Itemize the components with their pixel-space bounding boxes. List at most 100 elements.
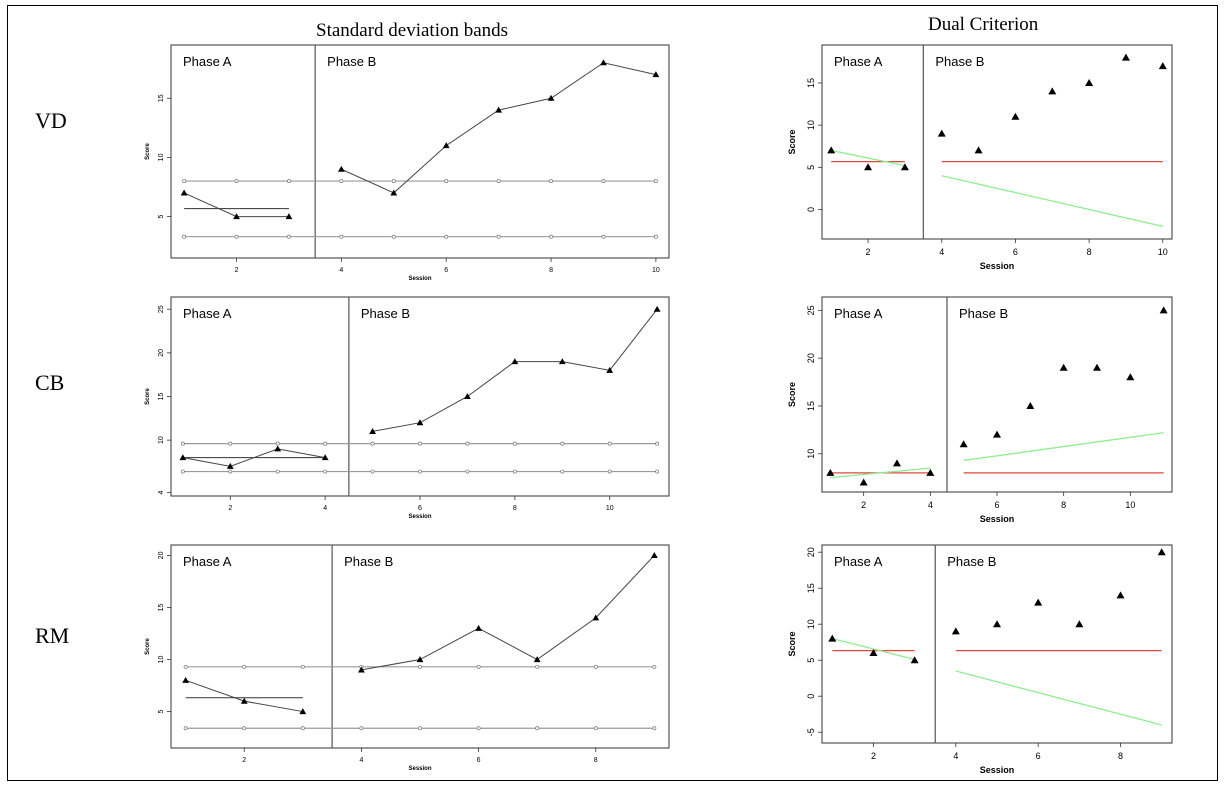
y-tick-label: 15 — [806, 78, 816, 88]
data-point — [828, 634, 837, 642]
data-point — [859, 478, 868, 486]
y-tick-label: 15 — [158, 603, 165, 611]
plot-frame — [821, 44, 1173, 240]
x-tick-label: 6 — [444, 267, 448, 274]
y-tick-label: 20 — [806, 353, 816, 363]
data-point — [592, 614, 600, 621]
data-point — [1075, 620, 1084, 628]
data-point — [464, 393, 471, 400]
sd-band-marker — [286, 179, 291, 184]
sd-band-marker — [234, 234, 239, 239]
plot-frame — [170, 44, 670, 259]
data-point — [442, 142, 450, 149]
sd-band-marker — [655, 469, 660, 474]
sd-band-marker — [228, 469, 233, 474]
data-point — [369, 428, 376, 434]
sd-band-marker — [444, 234, 449, 239]
y-tick-label: 10 — [158, 153, 165, 161]
data-point — [495, 106, 503, 113]
sd-band-marker — [512, 441, 517, 446]
y-tick-label: 15 — [806, 401, 816, 411]
y-axis-title: Score — [145, 143, 151, 160]
y-axis-title: Score — [787, 631, 797, 656]
data-point — [182, 676, 190, 683]
data-point — [1116, 591, 1125, 599]
sd-band-marker — [655, 441, 660, 446]
chart-cb-dual-criterion: Phase A Phase B 2 4 6 8 10 10 15 20 25 Session Score — [787, 296, 1173, 524]
sd-band-marker — [182, 179, 187, 184]
row-label-vd: VD — [35, 108, 67, 133]
sd-band-marker — [601, 234, 606, 239]
sd-band-marker — [182, 234, 187, 239]
sd-band-marker — [370, 469, 375, 474]
phase-a-label: Phase A — [834, 554, 883, 569]
phase-a-label: Phase A — [834, 306, 883, 321]
x-tick-label: 2 — [871, 751, 876, 761]
sd-band-marker — [300, 664, 305, 669]
phase-b-label: Phase B — [344, 554, 393, 569]
data-point — [1121, 53, 1130, 61]
x-axis-title: Session — [408, 276, 431, 282]
x-tick-label: 6 — [418, 505, 422, 512]
phase-a-label: Phase A — [183, 306, 232, 321]
data-point — [864, 163, 873, 171]
data-point — [1026, 401, 1035, 409]
data-point — [416, 419, 424, 426]
data-point — [233, 213, 240, 220]
x-tick-label: 8 — [1087, 247, 1092, 257]
sd-band-marker — [180, 469, 185, 474]
data-point — [547, 94, 555, 101]
data-point — [558, 358, 566, 365]
x-tick-label: 8 — [549, 267, 553, 274]
phase-a-line — [185, 679, 303, 713]
sd-band-marker — [607, 469, 612, 474]
sd-band-marker — [496, 234, 501, 239]
y-tick-label: 25 — [158, 305, 165, 313]
phase-a-label: Phase A — [834, 54, 883, 69]
x-tick-label: 6 — [994, 500, 999, 510]
phase-a-label: Phase A — [183, 54, 232, 69]
sd-band-marker — [180, 441, 185, 446]
data-point — [226, 462, 234, 469]
baseline-trend-line — [830, 467, 931, 479]
sd-band-marker — [652, 664, 657, 669]
x-tick-label: 8 — [594, 757, 598, 764]
sd-band-marker — [593, 726, 598, 731]
sd-band-marker — [323, 469, 328, 474]
y-tick-label: 5 — [806, 165, 816, 170]
data-point — [1126, 373, 1135, 381]
sd-band-marker — [339, 179, 344, 184]
figure-frame — [7, 5, 1218, 781]
x-tick-label: 2 — [235, 267, 239, 274]
sd-band-marker — [549, 179, 554, 184]
data-point — [1034, 598, 1043, 606]
x-tick-label: 2 — [242, 757, 246, 764]
sd-band-marker — [601, 179, 606, 184]
sd-band-marker — [418, 441, 422, 446]
data-point — [653, 305, 661, 312]
data-point — [826, 468, 835, 476]
phase-b-label: Phase B — [947, 554, 996, 569]
y-tick-label: -5 — [806, 728, 816, 736]
data-point — [827, 146, 836, 154]
data-point — [1048, 87, 1057, 95]
sd-band-marker — [339, 234, 344, 239]
y-axis-title: Score — [787, 129, 797, 154]
data-point — [993, 620, 1001, 628]
data-point — [951, 627, 960, 635]
sd-band-marker — [418, 664, 422, 669]
y-tick-label: 5 — [158, 710, 165, 714]
sd-band-marker — [465, 441, 470, 446]
projected-trend-line — [941, 175, 1163, 227]
x-tick-label: 8 — [1061, 500, 1066, 510]
x-tick-label: 4 — [953, 751, 958, 761]
sd-band-marker — [370, 441, 375, 446]
x-tick-label: 10 — [652, 267, 660, 274]
data-point — [1157, 548, 1166, 556]
data-point — [299, 708, 307, 715]
projected-trend-line — [963, 432, 1164, 462]
x-tick-label: 2 — [866, 247, 871, 257]
sd-band-marker — [183, 664, 188, 669]
data-point — [274, 445, 282, 452]
baseline-trend-line — [831, 149, 906, 167]
